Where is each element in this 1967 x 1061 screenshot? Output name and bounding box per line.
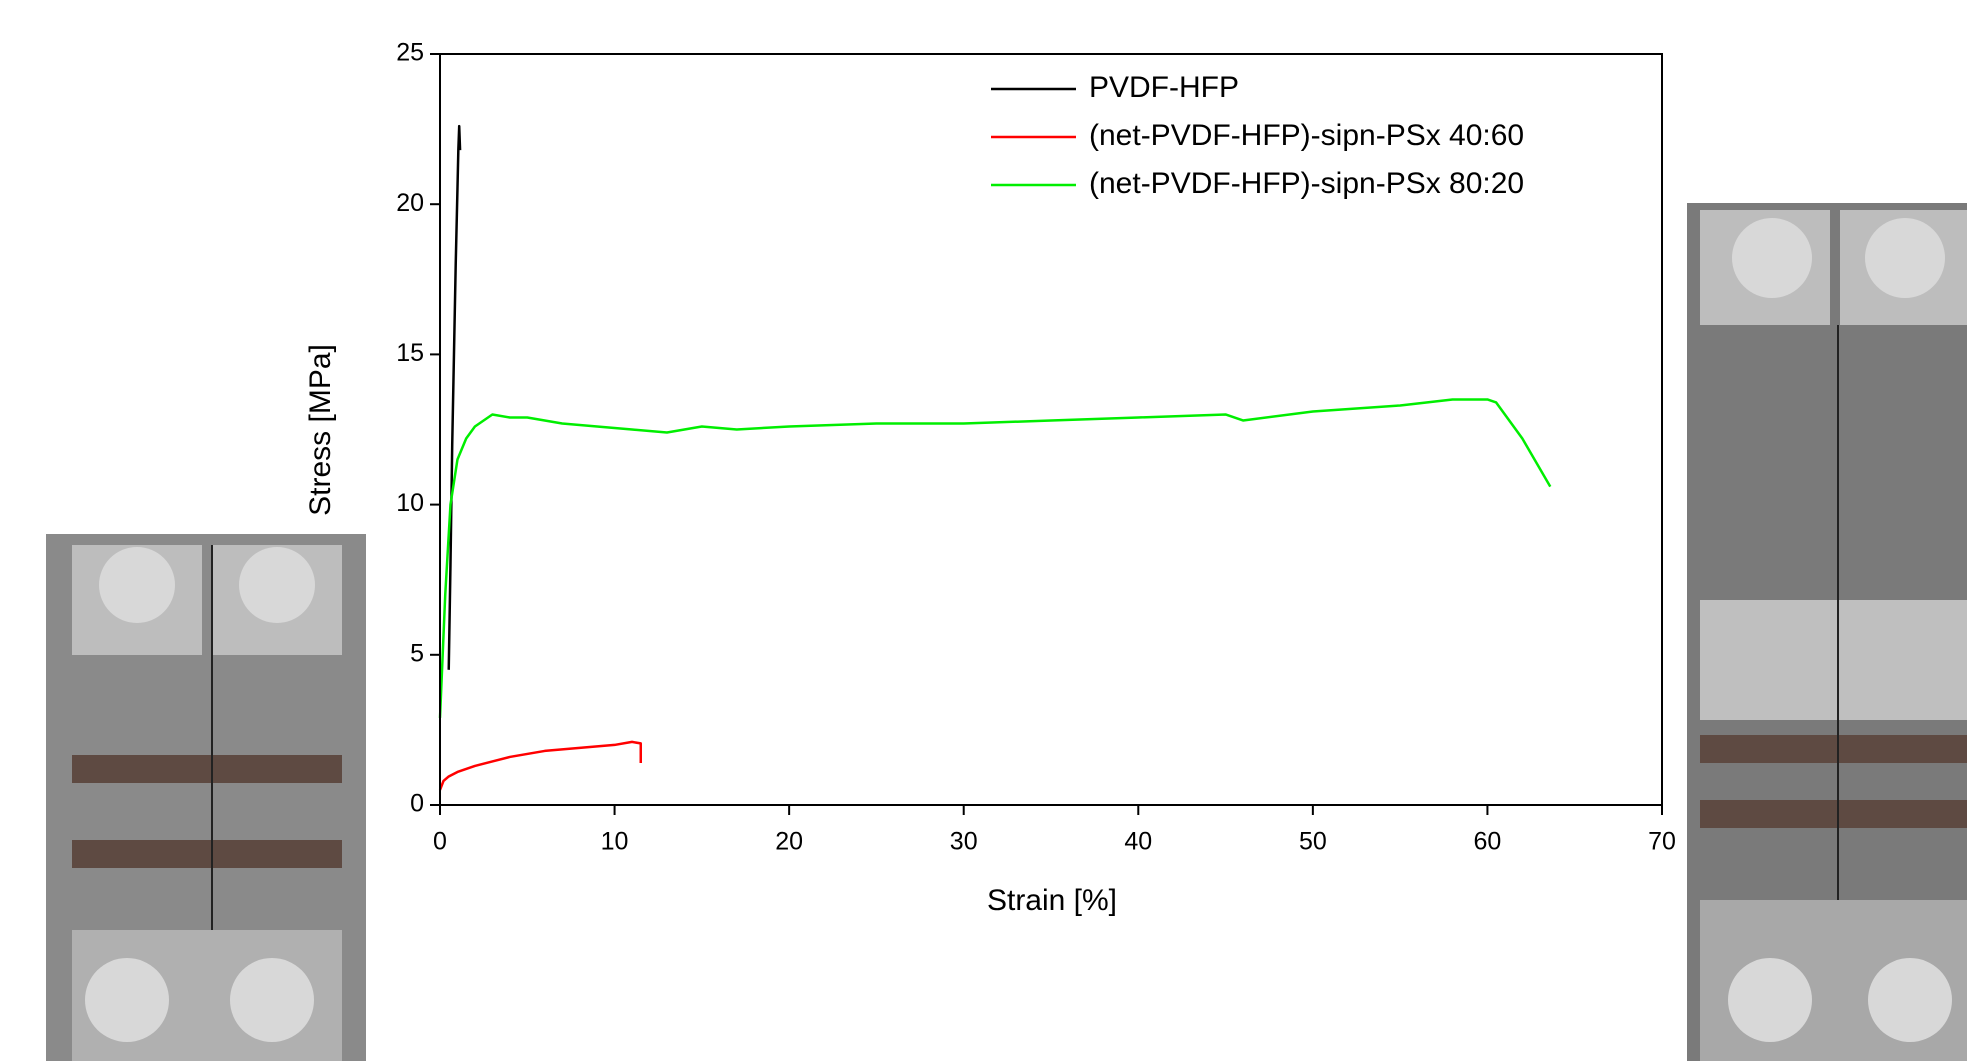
plot-frame [439, 53, 1663, 806]
legend-label: (net-PVDF-HFP)-sipn-PSx 40:60 [1089, 119, 1524, 152]
legend-label: (net-PVDF-HFP)-sipn-PSx 80:20 [1089, 167, 1524, 200]
photo-right [1687, 203, 1967, 1061]
x-tick-label: 40 [1124, 828, 1152, 856]
y-tick-label: 25 [396, 39, 424, 67]
x-tick-label: 10 [601, 828, 629, 856]
y-axis-label: Stress [MPa] [304, 344, 337, 516]
x-tick-label: 70 [1648, 828, 1676, 856]
x-axis-label: Strain [%] [987, 884, 1117, 917]
y-tick-label: 20 [396, 189, 424, 217]
x-tick-label: 50 [1299, 828, 1327, 856]
y-tick-label: 15 [396, 339, 424, 367]
series-line [438, 398, 1552, 718]
y-tick-label: 0 [410, 790, 424, 818]
x-tick-label: 0 [433, 828, 447, 856]
series-line [438, 740, 643, 791]
x-tick-label: 60 [1474, 828, 1502, 856]
series-line [447, 124, 462, 670]
photo-left [46, 534, 366, 1061]
legend-label: PVDF-HFP [1089, 71, 1239, 104]
x-tick-label: 20 [775, 828, 803, 856]
x-tick-label: 30 [950, 828, 978, 856]
y-tick-label: 10 [396, 489, 424, 517]
y-tick-label: 5 [410, 639, 424, 667]
